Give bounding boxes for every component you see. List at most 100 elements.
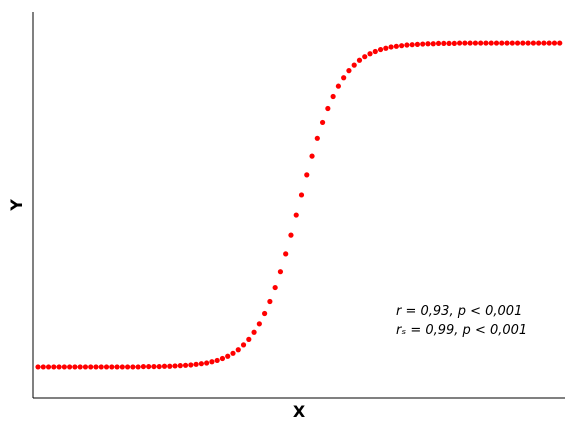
data-point	[451, 40, 457, 47]
data-point	[483, 40, 489, 46]
data-point	[177, 363, 183, 369]
data-point	[283, 251, 289, 257]
data-point	[103, 364, 110, 370]
data-point	[346, 68, 352, 74]
annotation: rₛ = 0,99, p < 0,001	[396, 323, 527, 338]
annotation: r = 0,93, p < 0,001	[396, 304, 522, 319]
data-point	[388, 44, 394, 50]
data-point	[140, 363, 147, 370]
data-point	[356, 57, 363, 63]
data-point	[109, 364, 115, 370]
data-point	[520, 40, 526, 46]
data-point	[88, 364, 94, 370]
data-point	[341, 75, 347, 81]
data-point	[262, 310, 268, 317]
data-point	[156, 363, 162, 370]
data-point	[161, 363, 168, 369]
data-point	[362, 54, 368, 60]
data-point	[525, 40, 531, 46]
data-point	[414, 41, 421, 47]
data-point	[467, 40, 473, 46]
data-point	[383, 45, 389, 51]
data-point	[530, 40, 536, 46]
data-point	[72, 364, 78, 370]
data-point	[130, 364, 136, 370]
data-point	[462, 40, 468, 46]
data-point	[151, 363, 157, 370]
data-point	[441, 40, 447, 47]
data-point	[172, 363, 178, 369]
data-point	[509, 40, 515, 46]
data-point	[114, 364, 120, 370]
data-point	[219, 355, 226, 362]
data-point	[277, 269, 284, 275]
data-point	[193, 361, 199, 367]
data-point	[298, 192, 305, 198]
data-point	[198, 361, 204, 367]
data-point	[493, 40, 500, 46]
data-point	[56, 364, 62, 370]
data-point	[335, 83, 341, 89]
data-point	[425, 41, 431, 47]
data-point	[182, 362, 189, 368]
data-point	[430, 41, 436, 47]
data-point	[267, 298, 273, 305]
data-point	[77, 364, 83, 370]
data-point	[446, 40, 452, 47]
data-point	[288, 232, 294, 238]
data-point	[372, 48, 378, 55]
data-point	[167, 363, 173, 369]
data-point	[404, 42, 410, 48]
data-point	[256, 321, 262, 327]
data-point	[330, 93, 336, 100]
data-point	[240, 342, 247, 348]
data-point	[309, 153, 315, 159]
data-point	[214, 357, 220, 364]
data-point	[304, 172, 310, 178]
data-point	[251, 329, 257, 335]
data-point	[61, 364, 67, 370]
data-point	[35, 364, 41, 370]
data-point	[246, 336, 252, 342]
data-point	[135, 364, 141, 370]
data-point	[409, 42, 415, 48]
data-point	[98, 364, 104, 370]
data-point	[319, 119, 326, 126]
data-point	[478, 40, 484, 46]
data-point	[204, 360, 210, 366]
data-point	[293, 212, 299, 218]
data-point	[124, 364, 131, 370]
data-point	[314, 135, 320, 141]
data-point	[551, 40, 558, 46]
data-point	[51, 364, 57, 370]
data-point	[557, 40, 563, 46]
data-point	[420, 41, 426, 47]
data-point	[367, 51, 373, 57]
data-point	[457, 40, 463, 46]
data-point	[351, 62, 357, 68]
data-point	[546, 40, 552, 46]
data-point	[272, 284, 278, 291]
data-point	[235, 347, 241, 353]
data-point	[393, 43, 399, 49]
data-point	[536, 40, 542, 46]
y-axis-label: Y	[7, 199, 26, 212]
data-point	[146, 363, 152, 370]
data-point	[325, 105, 331, 112]
data-point	[93, 364, 99, 370]
data-point	[82, 364, 89, 370]
data-point	[209, 359, 215, 365]
data-point	[225, 353, 231, 359]
x-axis-label: X	[293, 402, 306, 421]
data-point	[514, 40, 521, 46]
data-point	[399, 43, 405, 49]
data-point	[488, 40, 494, 46]
data-point	[188, 362, 194, 368]
data-point	[377, 46, 384, 53]
data-point	[230, 350, 236, 356]
data-point	[45, 364, 52, 370]
data-point	[40, 364, 46, 370]
data-point	[504, 40, 510, 46]
data-point	[541, 40, 547, 46]
